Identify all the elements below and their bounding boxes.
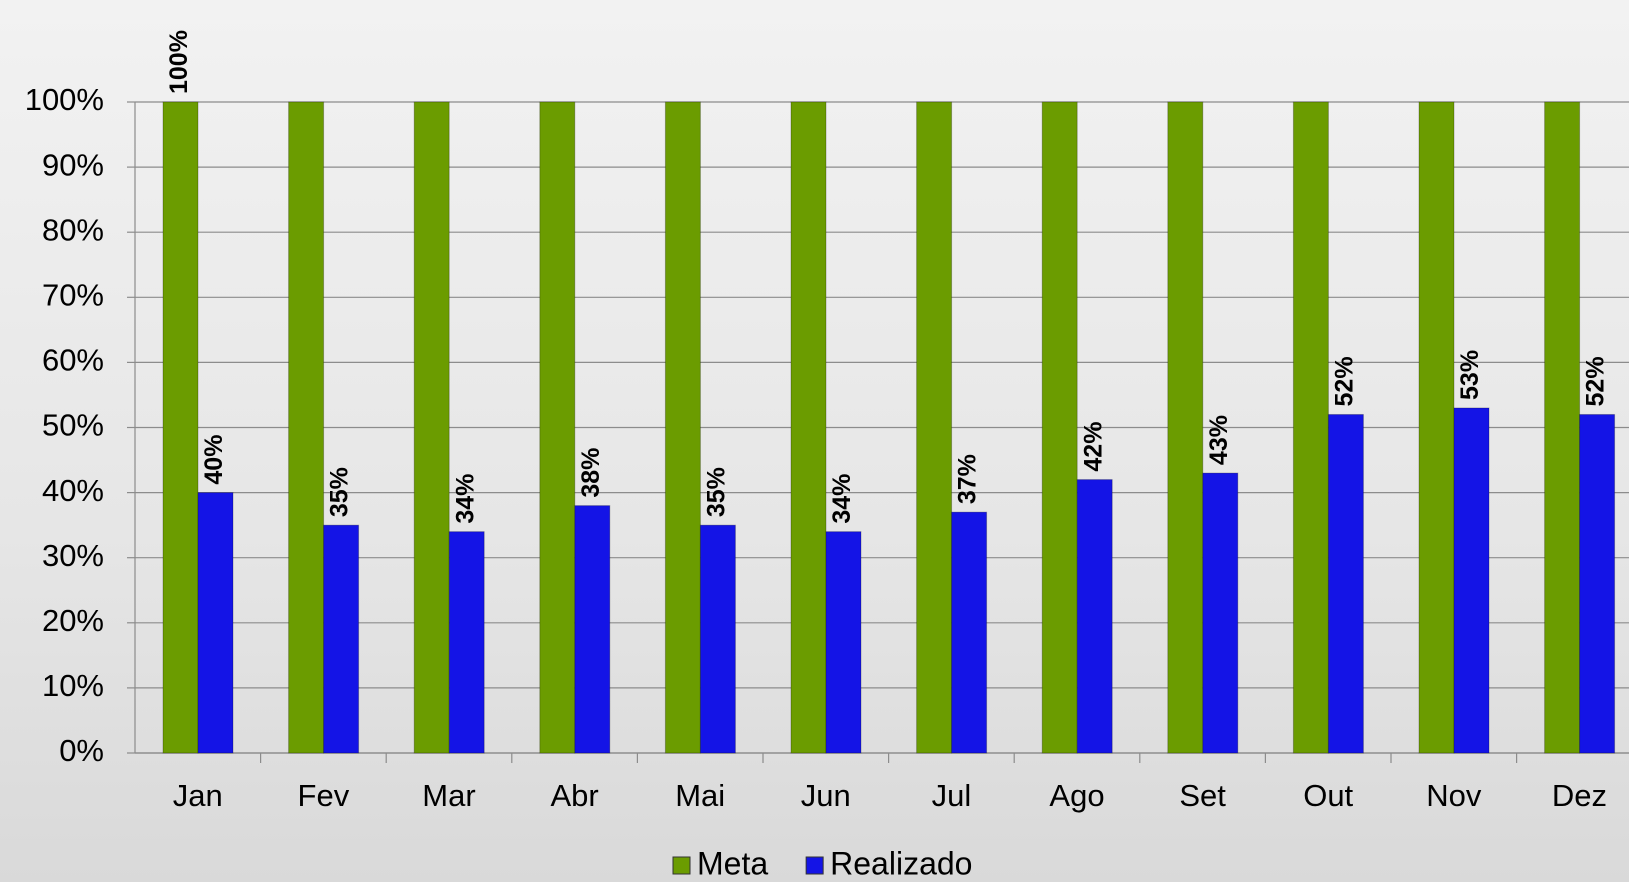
y-tick-label: 0%	[59, 733, 104, 768]
x-tick-label: Jul	[932, 778, 972, 813]
y-tick-label: 80%	[42, 212, 104, 247]
bar	[825, 531, 862, 754]
x-tick-label: Set	[1179, 778, 1226, 813]
x-tick-label: Jun	[801, 778, 851, 813]
y-tick-label: 90%	[42, 147, 104, 182]
bar	[1327, 413, 1364, 754]
bar	[539, 101, 576, 754]
data-label: 34%	[451, 474, 479, 524]
x-tick-label: Abr	[550, 778, 598, 813]
legend-swatch	[672, 856, 691, 875]
bar	[1202, 472, 1239, 754]
bar	[790, 101, 827, 754]
data-label: 100%	[165, 30, 193, 94]
data-label: 52%	[1331, 356, 1359, 406]
legend-label: Meta	[697, 845, 768, 881]
data-label: 42%	[1079, 422, 1107, 472]
data-label: 52%	[1582, 356, 1610, 406]
bar	[197, 492, 234, 754]
bar	[1418, 101, 1455, 754]
y-tick-label: 20%	[42, 603, 104, 638]
x-tick-label: Mai	[675, 778, 725, 813]
bar	[1292, 101, 1329, 754]
bar	[323, 524, 360, 754]
bar	[951, 511, 988, 754]
bar	[1453, 407, 1490, 754]
data-label: 35%	[703, 467, 731, 517]
bar	[1041, 101, 1078, 754]
y-tick-label: 70%	[42, 277, 104, 312]
y-tick-label: 60%	[42, 343, 104, 378]
y-tick-label: 30%	[42, 538, 104, 573]
data-label: 35%	[326, 467, 354, 517]
bar	[916, 101, 953, 754]
bar	[162, 101, 199, 754]
y-tick-label: 100%	[25, 82, 104, 117]
data-label: 37%	[954, 454, 982, 504]
bar	[288, 101, 325, 754]
y-tick-label: 50%	[42, 408, 104, 443]
legend-label: Realizado	[830, 845, 972, 881]
data-label: 34%	[828, 474, 856, 524]
x-tick-label: Ago	[1049, 778, 1104, 813]
legend-swatch	[805, 856, 824, 875]
x-tick-label: Mar	[422, 778, 475, 813]
bar	[699, 524, 736, 754]
data-label: 53%	[1456, 350, 1484, 400]
x-tick-label: Dez	[1552, 778, 1607, 813]
x-tick-label: Fev	[298, 778, 350, 813]
x-tick-label: Out	[1303, 778, 1353, 813]
y-tick-label: 40%	[42, 473, 104, 508]
bar	[1544, 101, 1581, 754]
data-label: 43%	[1205, 415, 1233, 465]
bar	[574, 505, 611, 754]
bar	[1076, 479, 1113, 754]
x-tick-label: Nov	[1426, 778, 1482, 813]
bar	[448, 531, 485, 754]
bar	[413, 101, 450, 754]
data-label: 40%	[200, 435, 228, 485]
bar	[664, 101, 701, 754]
x-tick-label: Jan	[173, 778, 223, 813]
y-tick-label: 10%	[42, 668, 104, 703]
bar	[1167, 101, 1204, 754]
data-label: 38%	[577, 448, 605, 498]
bar	[1579, 413, 1616, 754]
